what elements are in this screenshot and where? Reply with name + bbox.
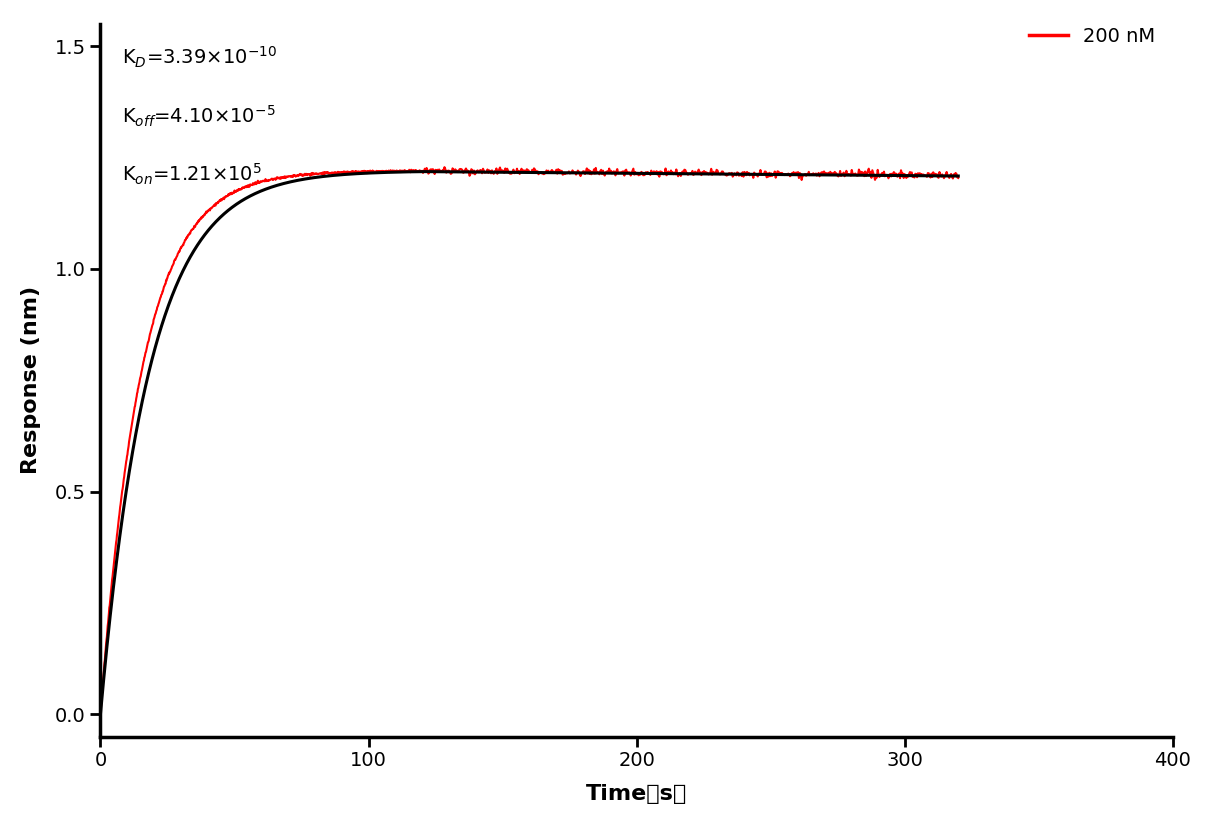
Legend: 200 nM: 200 nM: [1021, 19, 1164, 54]
Text: K$_{on}$=1.21×10$^{5}$: K$_{on}$=1.21×10$^{5}$: [122, 163, 262, 187]
X-axis label: Time（s）: Time（s）: [585, 785, 687, 804]
Text: K$_{off}$=4.10×10$^{-5}$: K$_{off}$=4.10×10$^{-5}$: [122, 104, 275, 129]
Text: K$_{D}$=3.39×10$^{-10}$: K$_{D}$=3.39×10$^{-10}$: [122, 45, 276, 70]
Y-axis label: Response (nm): Response (nm): [21, 286, 41, 474]
